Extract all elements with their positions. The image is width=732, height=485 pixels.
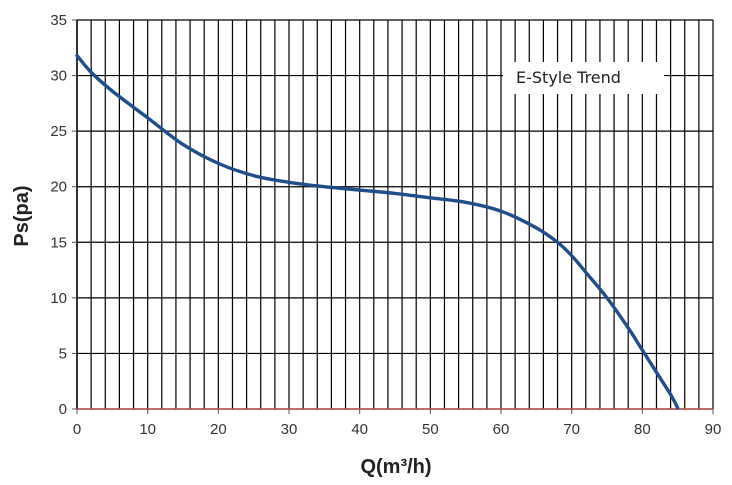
x-tick-label: 20 (210, 421, 227, 438)
x-tick-label: 0 (73, 421, 81, 438)
x-tick-label: 90 (705, 421, 722, 438)
legend-box (503, 62, 664, 94)
x-axis-title: Q(m³/h) (360, 456, 431, 478)
axes (72, 19, 714, 414)
x-tick-label: 80 (634, 421, 651, 438)
y-tick-label: 5 (59, 345, 67, 362)
y-tick-label: 0 (59, 401, 67, 418)
series-line (75, 53, 680, 410)
y-tick-label: 20 (50, 179, 67, 196)
y-tick-label: 10 (50, 290, 67, 307)
legend: E-Style Trend (503, 62, 664, 94)
legend-series-label: E-Style Trend (516, 68, 621, 87)
x-tick-label: 50 (422, 421, 439, 438)
y-tick-label: 35 (50, 12, 67, 29)
series-lines (75, 53, 680, 410)
y-tick-label: 25 (50, 123, 67, 140)
x-tick-label: 70 (563, 421, 580, 438)
x-tick-label: 60 (493, 421, 510, 438)
y-tick-label: 30 (50, 68, 67, 85)
x-tick-label: 30 (281, 421, 298, 438)
x-tick-label: 40 (351, 421, 368, 438)
y-tick-label: 15 (50, 234, 67, 251)
y-axis-title: Ps(pa) (11, 185, 33, 246)
x-tick-label: 10 (139, 421, 156, 438)
tick-labels: 0 10 20 30 40 50 60 70 80 90 0 5 10 15 20 25 30 35 (50, 12, 721, 438)
